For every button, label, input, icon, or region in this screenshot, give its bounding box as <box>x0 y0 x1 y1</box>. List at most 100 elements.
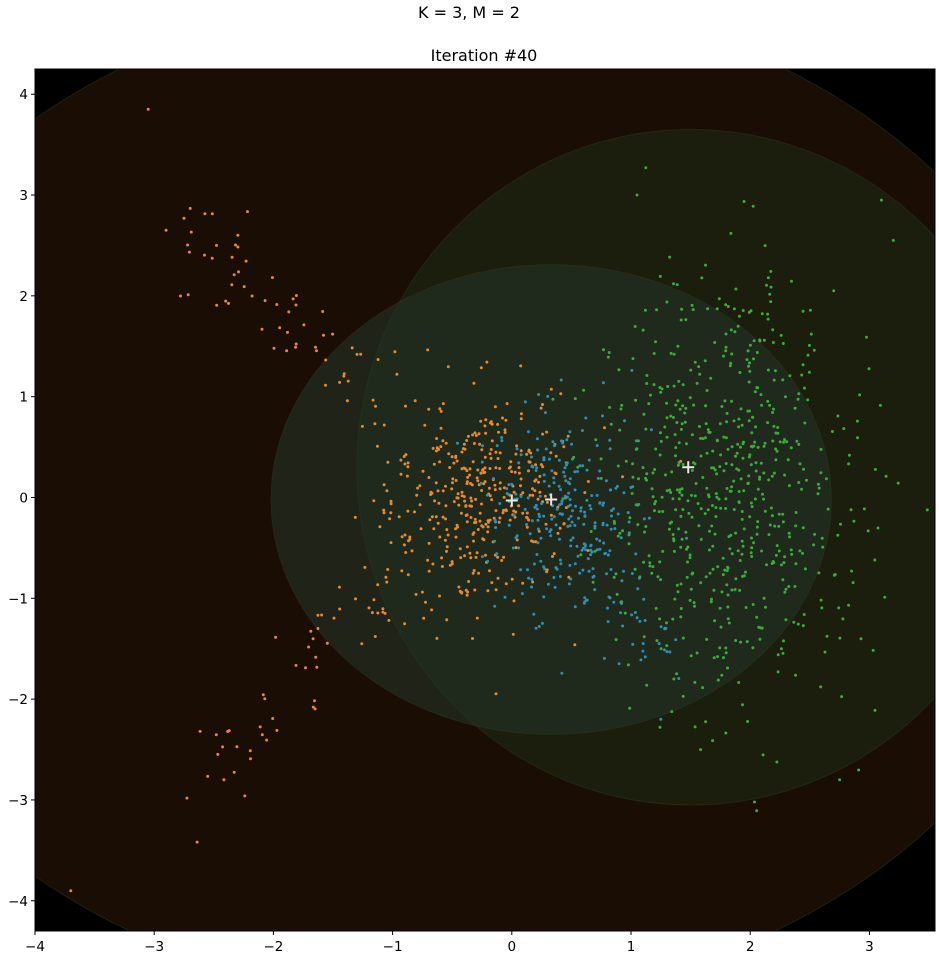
cluster-2-point <box>801 363 805 367</box>
cluster-0-point <box>586 549 590 552</box>
cluster-1-point <box>622 569 625 573</box>
cluster-2-point <box>824 477 828 481</box>
cluster-1-point <box>526 496 530 500</box>
cluster-0-point <box>302 323 306 327</box>
cluster-2-point <box>670 470 674 474</box>
cluster-0-point <box>463 554 467 558</box>
cluster-0-point <box>549 451 553 455</box>
cluster-2-point <box>616 464 620 468</box>
cluster-2-point <box>708 548 711 552</box>
cluster-1-point <box>540 502 544 505</box>
cluster-2-point <box>715 439 719 443</box>
cluster-0-point <box>374 404 377 408</box>
cluster-2-point <box>766 421 770 425</box>
cluster-2-point <box>719 625 723 629</box>
cluster-2-point <box>614 638 618 642</box>
cluster-2-point <box>792 620 796 624</box>
cluster-0-point <box>236 233 240 237</box>
cluster-1-point <box>583 596 587 600</box>
cluster-0-point <box>488 569 491 573</box>
cluster-2-point <box>769 506 773 510</box>
cluster-0-point <box>403 622 407 626</box>
cluster-1-point <box>647 516 651 520</box>
cluster-0-point <box>458 547 462 551</box>
cluster-0-point <box>382 423 386 427</box>
cluster-1-point <box>595 537 599 541</box>
cluster-2-point <box>729 231 733 235</box>
cluster-0-point <box>504 508 508 512</box>
cluster-2-point <box>788 535 792 539</box>
cluster-0-point <box>216 752 220 756</box>
cluster-0-point <box>456 496 460 500</box>
cluster-0-point <box>512 599 516 603</box>
cluster-2-point <box>618 428 622 432</box>
cluster-2-point <box>797 481 801 484</box>
centroid-marker-0 <box>505 494 518 507</box>
cluster-2-point <box>749 463 753 467</box>
cluster-1-point <box>456 441 459 445</box>
cluster-1-point <box>527 576 531 580</box>
cluster-0-point <box>314 655 318 659</box>
cluster-1-point <box>571 536 575 540</box>
cluster-2-point <box>643 308 647 312</box>
cluster-0-point <box>405 474 409 478</box>
cluster-2-point <box>594 438 598 442</box>
cluster-0-point <box>439 445 443 449</box>
cluster-1-point <box>606 553 610 557</box>
cluster-1-point <box>545 527 549 531</box>
cluster-2-point <box>726 617 730 621</box>
cluster-1-point <box>519 495 523 498</box>
cluster-2-point <box>862 507 866 511</box>
cluster-2-point <box>689 368 693 372</box>
cluster-2-point <box>714 506 718 510</box>
cluster-0-point <box>549 513 553 517</box>
cluster-0-point <box>69 889 73 893</box>
cluster-0-point <box>476 479 480 483</box>
cluster-2-point <box>750 505 754 509</box>
cluster-0-point <box>468 473 472 477</box>
cluster-0-point <box>385 489 389 493</box>
cluster-2-point <box>674 454 677 458</box>
cluster-2-point <box>737 425 741 429</box>
cluster-2-point <box>750 431 754 435</box>
cluster-2-point <box>772 407 775 411</box>
cluster-2-point <box>690 433 694 437</box>
cluster-0-point <box>275 728 279 732</box>
cluster-2-point <box>807 370 811 374</box>
cluster-1-point <box>520 592 524 596</box>
cluster-1-point <box>493 539 496 543</box>
cluster-2-point <box>819 471 823 475</box>
cluster-2-point <box>781 578 785 582</box>
cluster-2-point <box>694 482 698 485</box>
cluster-0-point <box>214 733 218 737</box>
cluster-0-point <box>250 294 254 298</box>
cluster-1-point <box>573 605 577 609</box>
cluster-0-point <box>464 514 468 517</box>
cluster-2-point <box>771 341 775 344</box>
cluster-2-point <box>749 501 753 505</box>
cluster-0-point <box>402 455 406 458</box>
cluster-2-point <box>730 552 734 556</box>
cluster-0-point <box>186 293 190 297</box>
cluster-2-point <box>636 503 640 507</box>
cluster-2-point <box>676 590 680 594</box>
cluster-1-point <box>585 468 589 472</box>
cluster-0-point <box>429 493 433 496</box>
cluster-1-point <box>674 638 678 642</box>
figure-suptitle: K = 3, M = 2 <box>418 3 520 22</box>
cluster-1-point <box>567 481 570 484</box>
cluster-1-point <box>548 530 552 534</box>
cluster-2-point <box>857 768 861 772</box>
cluster-2-point <box>803 421 807 425</box>
cluster-1-point <box>567 517 571 521</box>
cluster-2-point <box>668 521 672 525</box>
cluster-2-point <box>680 537 684 541</box>
cluster-1-point <box>665 650 669 654</box>
cluster-2-point <box>779 647 783 651</box>
cluster-0-point <box>455 459 459 463</box>
cluster-0-point <box>573 643 577 647</box>
cluster-2-point <box>756 386 760 390</box>
cluster-2-point <box>762 497 765 501</box>
cluster-0-point <box>415 493 419 497</box>
